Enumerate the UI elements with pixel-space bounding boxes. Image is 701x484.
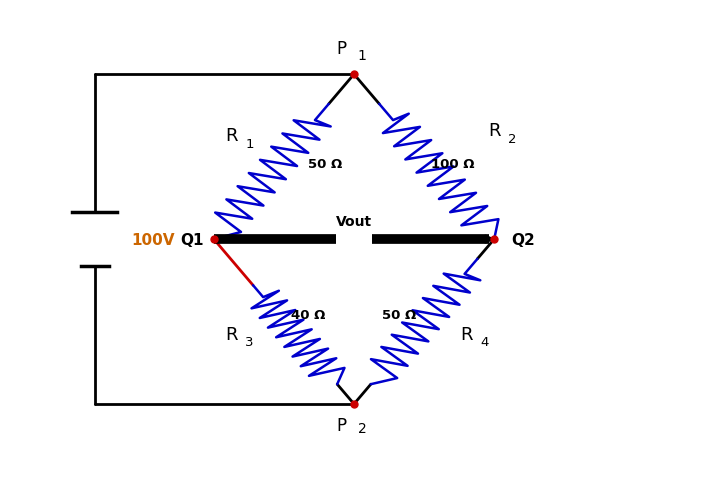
Text: 100V: 100V bbox=[131, 232, 175, 247]
Text: 100 Ω: 100 Ω bbox=[431, 158, 475, 171]
Text: P: P bbox=[337, 40, 347, 58]
Text: 4: 4 bbox=[480, 336, 489, 348]
Text: P: P bbox=[337, 416, 347, 434]
Text: 50 Ω: 50 Ω bbox=[382, 308, 416, 321]
Text: R: R bbox=[460, 325, 472, 343]
Text: 2: 2 bbox=[358, 421, 366, 435]
Text: 40 Ω: 40 Ω bbox=[291, 308, 325, 321]
Text: Q1: Q1 bbox=[179, 232, 203, 247]
Text: 1: 1 bbox=[358, 49, 367, 63]
Text: Vout: Vout bbox=[336, 215, 372, 229]
Text: 50 Ω: 50 Ω bbox=[308, 158, 343, 171]
Text: R: R bbox=[488, 121, 501, 140]
Text: R: R bbox=[225, 325, 238, 343]
Text: 1: 1 bbox=[245, 137, 254, 150]
Text: R: R bbox=[225, 126, 238, 145]
Text: 2: 2 bbox=[508, 133, 517, 145]
Text: Q2: Q2 bbox=[512, 232, 536, 247]
Text: 3: 3 bbox=[245, 336, 254, 348]
